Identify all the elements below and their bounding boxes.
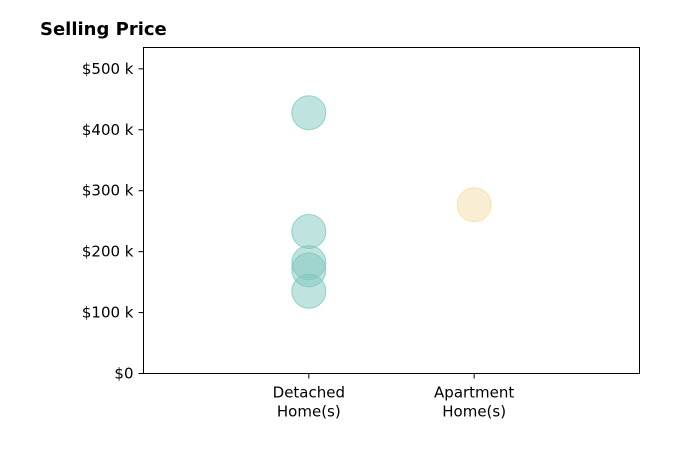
y-tick-label: $400 k [82, 121, 134, 139]
data-point [456, 187, 492, 223]
data-point [291, 95, 327, 131]
x-tick-label: Apartment Home(s) [434, 384, 514, 421]
y-axis: $0 $100 k $200 k $300 k $400 k $500 k [82, 60, 144, 383]
data-point [291, 214, 327, 250]
points-layer [291, 95, 492, 309]
y-tick-label: $100 k [82, 304, 134, 322]
x-tick-label: Detached Home(s) [273, 384, 345, 421]
y-tick-label: $500 k [82, 60, 134, 78]
plot-frame [143, 47, 640, 374]
y-tick-label: $200 k [82, 243, 134, 261]
x-axis: Detached Home(s) Apartment Home(s) [273, 373, 514, 421]
y-tick-label: $0 [114, 365, 133, 383]
chart-title: Selling Price [40, 19, 167, 40]
y-tick-label: $300 k [82, 182, 134, 200]
data-point [291, 273, 327, 309]
